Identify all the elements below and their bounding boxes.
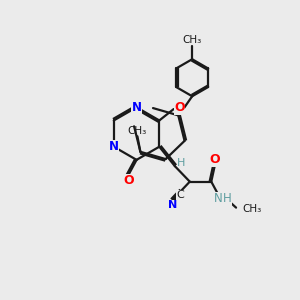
Text: CH₃: CH₃ xyxy=(182,35,202,45)
Text: O: O xyxy=(174,101,185,114)
Text: CH₃: CH₃ xyxy=(128,126,147,136)
Text: O: O xyxy=(209,153,220,167)
Text: CH₃: CH₃ xyxy=(242,204,261,214)
Text: N: N xyxy=(168,200,178,210)
Text: H: H xyxy=(223,192,232,205)
Text: C: C xyxy=(176,190,184,200)
Text: H: H xyxy=(177,158,186,167)
Text: O: O xyxy=(123,174,134,187)
Text: N: N xyxy=(214,192,223,205)
Text: N: N xyxy=(132,101,142,114)
Text: N: N xyxy=(109,140,119,153)
